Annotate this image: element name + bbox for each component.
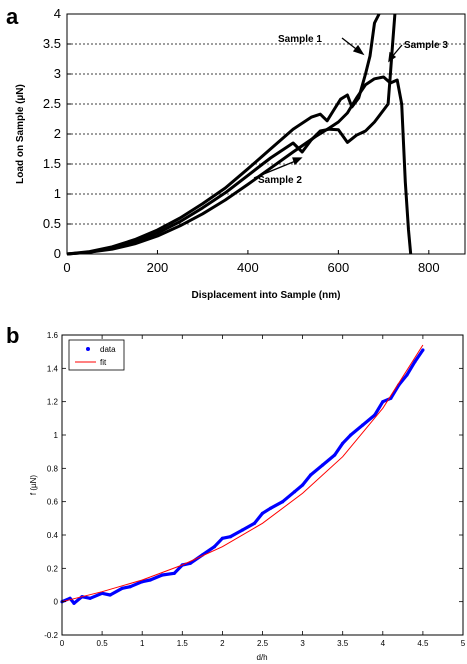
panel-a-y-ticks: 0 0.5 1 1.5 2 2.5 3 3.5 4 <box>43 6 71 261</box>
y-tick-label-6: 3 <box>54 66 61 81</box>
data-point <box>240 528 245 532</box>
b-y-tick-label-7: 1.2 <box>47 398 59 407</box>
data-point <box>252 521 257 525</box>
legend-label-fit: fit <box>100 358 107 367</box>
data-point <box>148 578 152 582</box>
panel-a-x-axis-label: Displacement into Sample (nm) <box>192 290 341 301</box>
arrow-sample-2 <box>253 159 299 179</box>
data-point <box>220 536 224 540</box>
panel-b-legend: data fit <box>68 339 125 371</box>
data-point <box>413 360 417 364</box>
annotation-sample-1: Sample 1 <box>278 34 322 45</box>
annotation-sample-2: Sample 2 <box>258 175 302 186</box>
data-point <box>188 561 192 565</box>
data-point <box>268 506 273 510</box>
panel-b-y-axis-label: f (µN) <box>29 475 38 495</box>
data-point <box>333 453 337 457</box>
legend-marker-data <box>86 347 90 351</box>
arrowhead-sample-3 <box>388 51 397 63</box>
x-tick-label-1: 200 <box>147 260 169 275</box>
series-line-fit <box>61 344 424 603</box>
panel-b-series <box>60 344 425 605</box>
b-y-tick-label-4: 0.6 <box>47 498 59 507</box>
b-y-tick-label-6: 1 <box>54 431 59 440</box>
data-point <box>108 593 112 597</box>
data-point <box>120 586 124 590</box>
b-y-tick-label-8: 1.4 <box>47 364 59 373</box>
panel-b-label: b <box>6 323 19 348</box>
legend-box <box>68 339 125 371</box>
y-tick-label-5: 2.5 <box>43 96 61 111</box>
panel-a-series <box>66 13 413 256</box>
x-tick-label-2: 400 <box>237 260 259 275</box>
panel-b-x-axis-label: d/h <box>256 653 267 662</box>
data-point <box>405 373 409 377</box>
b-x-tick-label-1: 0.5 <box>97 639 109 648</box>
series-line-sample-3 <box>66 13 397 256</box>
data-point <box>341 441 345 445</box>
panel-b-x-ticks: 0 0.5 1 1.5 2 2.5 3 3.5 4 4.5 5 <box>60 335 466 648</box>
data-point <box>212 545 216 549</box>
x-tick-label-0: 0 <box>63 260 70 275</box>
data-point <box>373 413 377 417</box>
data-point <box>309 473 313 477</box>
b-x-tick-label-9: 4.5 <box>417 639 429 648</box>
data-point <box>160 573 164 577</box>
b-x-tick-label-5: 2.5 <box>257 639 269 648</box>
b-x-tick-label-8: 4 <box>381 639 386 648</box>
panel-a-y-axis-label: Load on Sample (µN) <box>15 84 26 184</box>
y-tick-label-7: 3.5 <box>43 36 61 51</box>
b-x-tick-label-2: 1 <box>140 639 145 648</box>
data-point <box>260 511 265 515</box>
data-point <box>301 483 305 487</box>
y-tick-label-4: 2 <box>54 126 61 141</box>
panel-b-y-ticks: -0.2 0 0.2 0.4 0.6 0.8 1 1.2 1.4 1.6 <box>44 331 463 640</box>
y-tick-label-1: 0.5 <box>43 216 61 231</box>
b-y-tick-label-3: 0.4 <box>47 531 59 540</box>
data-point <box>381 400 385 404</box>
data-point <box>349 433 353 437</box>
panel-a-x-ticks: 0 200 400 600 800 <box>63 250 440 275</box>
b-y-tick-label-9: 1.6 <box>47 331 59 340</box>
b-x-tick-label-3: 1.5 <box>177 639 189 648</box>
y-tick-label-2: 1 <box>54 186 61 201</box>
data-point <box>140 580 144 584</box>
x-tick-label-3: 600 <box>328 260 350 275</box>
b-y-tick-label-1: 0 <box>54 598 59 607</box>
arrowhead-sample-2 <box>292 157 303 166</box>
b-x-tick-label-0: 0 <box>60 639 65 648</box>
data-point <box>88 596 92 600</box>
arrowhead-sample-1 <box>352 44 365 56</box>
b-x-tick-label-7: 3.5 <box>337 639 349 648</box>
legend-label-data: data <box>100 345 116 354</box>
b-x-tick-label-4: 2 <box>220 639 225 648</box>
series-line-sample-2 <box>66 75 413 256</box>
y-tick-label-8: 4 <box>54 6 61 21</box>
data-point <box>293 490 297 494</box>
panel-a: a 0 200 400 600 800 0 0.5 1 1.5 2 2.5 3 3.5 4 Displa… <box>6 4 466 301</box>
b-y-tick-label-2: 0.2 <box>47 564 59 573</box>
data-point <box>228 535 232 539</box>
y-tick-label-0: 0 <box>54 246 61 261</box>
data-point <box>100 591 104 595</box>
x-tick-label-4: 800 <box>418 260 440 275</box>
b-x-tick-label-10: 5 <box>461 639 466 648</box>
b-y-tick-label-5: 0.8 <box>47 464 59 473</box>
y-tick-label-3: 1.5 <box>43 156 61 171</box>
panel-a-label: a <box>6 4 19 29</box>
data-point <box>421 348 425 352</box>
data-point <box>172 571 176 575</box>
panel-b: b 0 0.5 1 1.5 2 2.5 3 3.5 4 4.5 5 -0.200.20.40.60.… <box>6 323 466 662</box>
series-line-data <box>61 349 425 605</box>
data-point <box>361 423 365 427</box>
data-point <box>72 601 76 605</box>
data-point <box>321 463 325 467</box>
b-x-tick-label-6: 3 <box>300 639 305 648</box>
data-point <box>281 500 285 504</box>
b-y-tick-label-0: -0.2 <box>44 631 58 640</box>
annotation-sample-3: Sample 3 <box>404 40 448 51</box>
data-point <box>128 585 132 589</box>
